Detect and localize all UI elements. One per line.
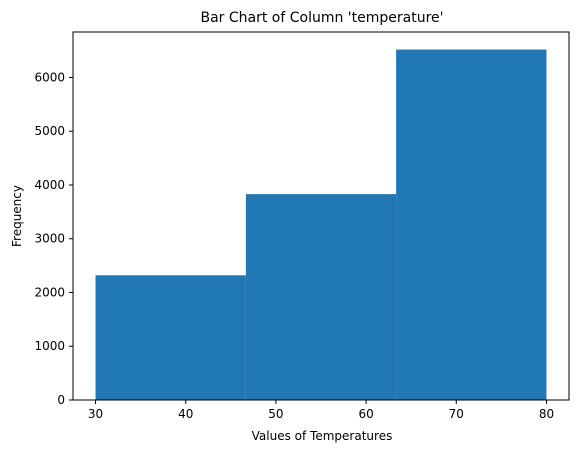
x-axis-label: Values of Temperatures: [252, 429, 393, 443]
x-tick-label: 40: [178, 407, 193, 421]
y-tick-label: 3000: [34, 232, 65, 246]
x-tick-label: 50: [268, 407, 283, 421]
y-tick-label: 2000: [34, 285, 65, 299]
x-tick-label: 80: [539, 407, 554, 421]
x-tick-label: 30: [88, 407, 103, 421]
y-tick-label: 5000: [34, 124, 65, 138]
y-tick-label: 0: [57, 393, 65, 407]
y-axis-ticks: 0 1000 2000 3000 4000 5000 6000: [34, 70, 73, 407]
x-tick-label: 70: [449, 407, 464, 421]
bar-1: [96, 275, 246, 400]
bar-2: [246, 194, 396, 400]
y-axis-label: Frequency: [10, 185, 24, 247]
y-tick-label: 6000: [34, 70, 65, 84]
chart-title: Bar Chart of Column 'temperature': [200, 10, 443, 26]
y-tick-label: 1000: [34, 339, 65, 353]
x-tick-label: 60: [358, 407, 373, 421]
bar-3: [396, 50, 546, 400]
y-tick-label: 4000: [34, 178, 65, 192]
x-axis-ticks: 30 40 50 60 70 80: [88, 400, 554, 421]
bars-group: [96, 50, 547, 400]
